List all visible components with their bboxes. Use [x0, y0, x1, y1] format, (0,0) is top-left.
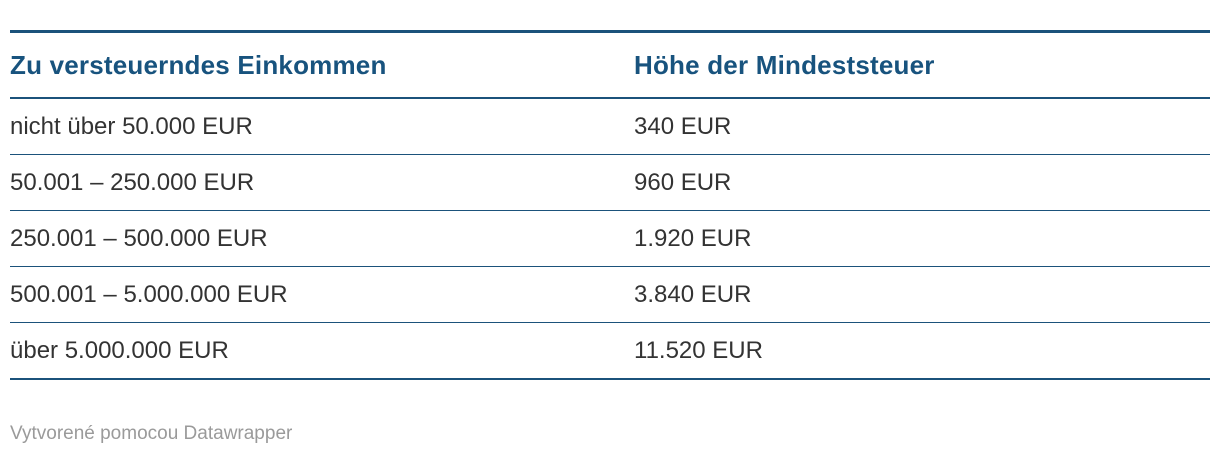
cell-income-range: 50.001 – 250.000 EUR: [10, 154, 634, 211]
column-header-tax: Höhe der Mindeststeuer: [634, 31, 1210, 99]
table-row: nicht über 50.000 EUR 340 EUR: [10, 98, 1210, 155]
min-tax-table: Zu versteuerndes Einkommen Höhe der Mind…: [10, 30, 1210, 380]
cell-tax-amount: 340 EUR: [634, 98, 1210, 155]
header-row: Zu versteuerndes Einkommen Höhe der Mind…: [10, 31, 1210, 99]
cell-tax-amount: 11.520 EUR: [634, 322, 1210, 380]
datawrapper-table-widget: Zu versteuerndes Einkommen Höhe der Mind…: [10, 30, 1210, 380]
column-header-income: Zu versteuerndes Einkommen: [10, 31, 634, 99]
cell-income-range: 500.001 – 5.000.000 EUR: [10, 266, 634, 323]
cell-tax-amount: 3.840 EUR: [634, 266, 1210, 323]
table-row: 250.001 – 500.000 EUR 1.920 EUR: [10, 210, 1210, 267]
cell-income-range: nicht über 50.000 EUR: [10, 98, 634, 155]
table-row: 500.001 – 5.000.000 EUR 3.840 EUR: [10, 266, 1210, 323]
table-row: 50.001 – 250.000 EUR 960 EUR: [10, 154, 1210, 211]
cell-tax-amount: 960 EUR: [634, 154, 1210, 211]
table-row: über 5.000.000 EUR 11.520 EUR: [10, 322, 1210, 380]
cell-income-range: über 5.000.000 EUR: [10, 322, 634, 380]
cell-income-range: 250.001 – 500.000 EUR: [10, 210, 634, 267]
datawrapper-attribution-link[interactable]: Vytvorené pomocou Datawrapper: [10, 423, 293, 444]
cell-tax-amount: 1.920 EUR: [634, 210, 1210, 267]
